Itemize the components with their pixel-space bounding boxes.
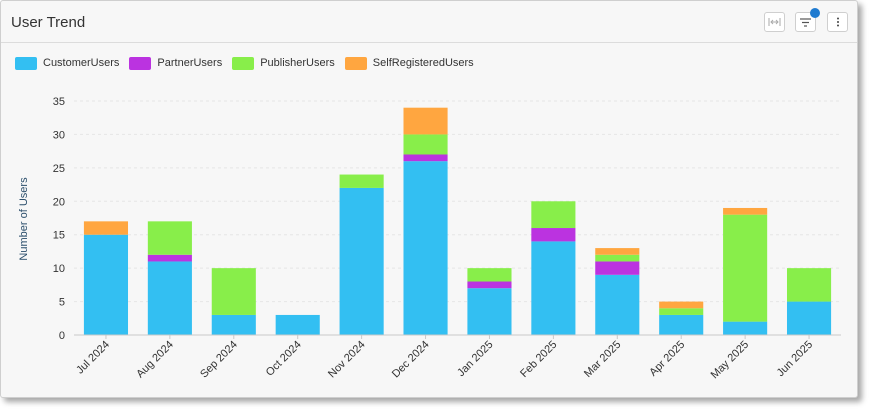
y-tick-label: 15 bbox=[53, 230, 65, 242]
filter-icon bbox=[800, 17, 811, 27]
bar-segment[interactable] bbox=[531, 228, 576, 242]
y-tick-label: 5 bbox=[59, 297, 65, 309]
legend-swatch bbox=[129, 56, 152, 70]
bar-segment[interactable] bbox=[786, 301, 832, 335]
bar-segment[interactable] bbox=[595, 274, 640, 335]
x-tick-label: Jun 2025 bbox=[775, 339, 815, 379]
x-tick-label: Feb 2025 bbox=[518, 339, 559, 380]
y-tick-label: 35 bbox=[53, 96, 65, 108]
x-tick-label: Dec 2024 bbox=[390, 339, 432, 381]
grid-layer bbox=[74, 100, 841, 303]
bar-segment[interactable] bbox=[403, 161, 448, 335]
fit-width-button[interactable] bbox=[764, 12, 785, 32]
x-tick-label: Sep 2024 bbox=[198, 339, 240, 381]
bar-segment[interactable] bbox=[467, 288, 512, 335]
more-vertical-icon bbox=[836, 17, 840, 27]
y-tick-label: 20 bbox=[53, 196, 65, 208]
bar-segment[interactable] bbox=[339, 187, 384, 335]
y-tick-label: 10 bbox=[53, 263, 65, 275]
legend-label: PublisherUsers bbox=[260, 57, 335, 69]
bar-segment[interactable] bbox=[403, 154, 448, 162]
x-tick-label: Jul 2024 bbox=[74, 339, 112, 377]
legend-swatch bbox=[344, 56, 367, 70]
legend-item-publisher-users[interactable]: PublisherUsers bbox=[232, 56, 335, 70]
bar-segment[interactable] bbox=[723, 321, 768, 335]
legend-swatch bbox=[232, 56, 255, 70]
bar-segment[interactable] bbox=[595, 248, 640, 255]
user-trend-card: User Trend bbox=[0, 0, 858, 398]
legend-swatch bbox=[15, 56, 37, 70]
bar-segment[interactable] bbox=[83, 221, 129, 235]
legend-item-self-registered-users[interactable]: SelfRegisteredUsers bbox=[344, 56, 474, 70]
bar-segment[interactable] bbox=[723, 214, 768, 322]
bar-segment[interactable] bbox=[403, 107, 448, 135]
bar-segment[interactable] bbox=[339, 174, 384, 188]
filter-active-badge bbox=[810, 8, 820, 18]
bar-segment[interactable] bbox=[147, 261, 192, 335]
bar-segment[interactable] bbox=[211, 268, 256, 315]
filter-button[interactable] bbox=[795, 12, 816, 32]
bar-segment[interactable] bbox=[147, 221, 192, 255]
legend-label: CustomerUsers bbox=[43, 57, 120, 69]
bar-segment[interactable] bbox=[531, 201, 576, 229]
bar-segment[interactable] bbox=[723, 207, 768, 215]
bar-segment[interactable] bbox=[147, 254, 192, 262]
bar-segment[interactable] bbox=[659, 308, 704, 315]
bar-segment[interactable] bbox=[275, 314, 320, 335]
x-tick-label: Oct 2024 bbox=[264, 339, 304, 379]
y-tick-label: 30 bbox=[53, 129, 65, 141]
bar-segment[interactable] bbox=[786, 268, 832, 302]
bar-segment[interactable] bbox=[595, 254, 640, 262]
legend-label: SelfRegisteredUsers bbox=[372, 57, 474, 69]
bar-segment[interactable] bbox=[531, 241, 576, 335]
y-tick-label: 0 bbox=[59, 330, 65, 342]
chart-legend: CustomerUsers PartnerUsers PublisherUser… bbox=[15, 55, 484, 71]
bar-segment[interactable] bbox=[659, 301, 704, 309]
x-tick-label: Apr 2025 bbox=[647, 339, 687, 379]
bar-layer bbox=[83, 107, 832, 335]
y-tick-label: 25 bbox=[53, 163, 65, 175]
x-tick-label: Aug 2024 bbox=[134, 339, 176, 381]
bar-segment[interactable] bbox=[83, 234, 129, 335]
bar-segment[interactable] bbox=[403, 134, 448, 155]
legend-label: PartnerUsers bbox=[157, 57, 223, 69]
card-header: User Trend bbox=[1, 1, 857, 43]
x-tick-label: Nov 2024 bbox=[326, 339, 368, 381]
bar-segment[interactable] bbox=[211, 314, 256, 335]
card-title: User Trend bbox=[11, 14, 86, 31]
fit-width-icon bbox=[768, 17, 781, 27]
bar-segment[interactable] bbox=[467, 281, 512, 289]
x-tick-label: Mar 2025 bbox=[582, 339, 623, 380]
x-tick-label: Jan 2025 bbox=[455, 339, 495, 379]
bar-segment[interactable] bbox=[595, 261, 640, 275]
more-options-button[interactable] bbox=[827, 12, 848, 32]
stacked-bar-chart: 0 5 10 15 20 25 30 35 Jul 2024 Aug 2024 Sep 2024 Oc… bbox=[18, 96, 841, 382]
bar-segment[interactable] bbox=[659, 314, 704, 335]
x-tick-label: May 2025 bbox=[709, 339, 752, 382]
y-axis-title: Number of Users bbox=[18, 177, 30, 261]
bar-segment[interactable] bbox=[467, 268, 512, 282]
legend-item-partner-users[interactable]: PartnerUsers bbox=[129, 56, 223, 70]
legend-item-customer-users[interactable]: CustomerUsers bbox=[15, 56, 120, 70]
